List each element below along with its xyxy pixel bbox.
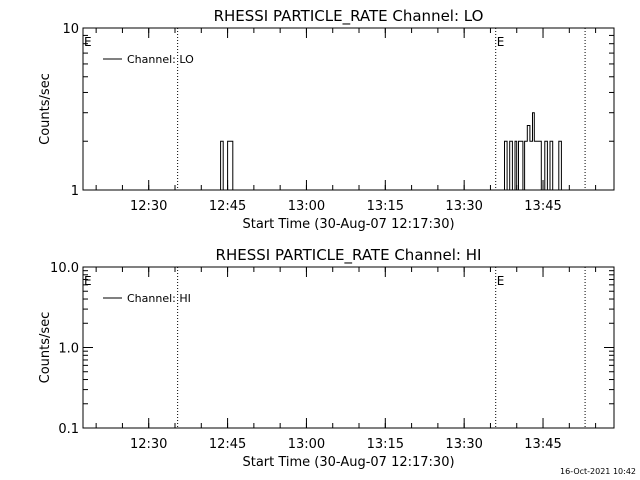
chart-title: RHESSI PARTICLE_RATE Channel: HI [216,246,482,265]
x-tick-label: 12:45 [209,199,246,214]
series-line [220,112,562,191]
y-tick-label: 10.0 [50,261,79,276]
x-tick-label: 13:00 [288,199,325,214]
x-tick-label: 13:15 [367,199,404,214]
legend-label: Channel: HI [127,292,191,305]
x-axis-label: Start Time (30-Aug-07 12:17:30) [242,455,454,470]
legend-label: Channel: LO [127,53,194,66]
chart-title: RHESSI PARTICLE_RATE Channel: LO [214,7,484,26]
x-tick-label: 13:30 [445,199,482,214]
event-marker: E [497,35,505,49]
x-axis-label: Start Time (30-Aug-07 12:17:30) [242,217,454,232]
x-tick-label: 12:45 [209,437,246,452]
x-tick-label: 12:30 [130,199,167,214]
event-marker: E [497,274,505,288]
y-axis-label: Counts/sec [38,312,53,384]
y-tick-label: 1 [71,184,79,199]
x-tick-label: 12:30 [130,437,167,452]
footer-timestamp: 16-Oct-2021 10:42 [560,467,636,476]
x-tick-label: 13:30 [445,437,482,452]
x-tick-label: 13:00 [288,437,325,452]
y-axis-label: Counts/sec [38,73,53,145]
event-marker: E [84,274,92,288]
x-tick-label: 13:15 [367,437,404,452]
x-tick-label: 13:45 [524,199,561,214]
x-tick-label: 13:45 [524,437,561,452]
y-tick-label: 0.1 [58,422,79,437]
y-tick-label: 10 [62,22,79,37]
event-marker: E [84,35,92,49]
y-tick-label: 1.0 [58,342,79,357]
